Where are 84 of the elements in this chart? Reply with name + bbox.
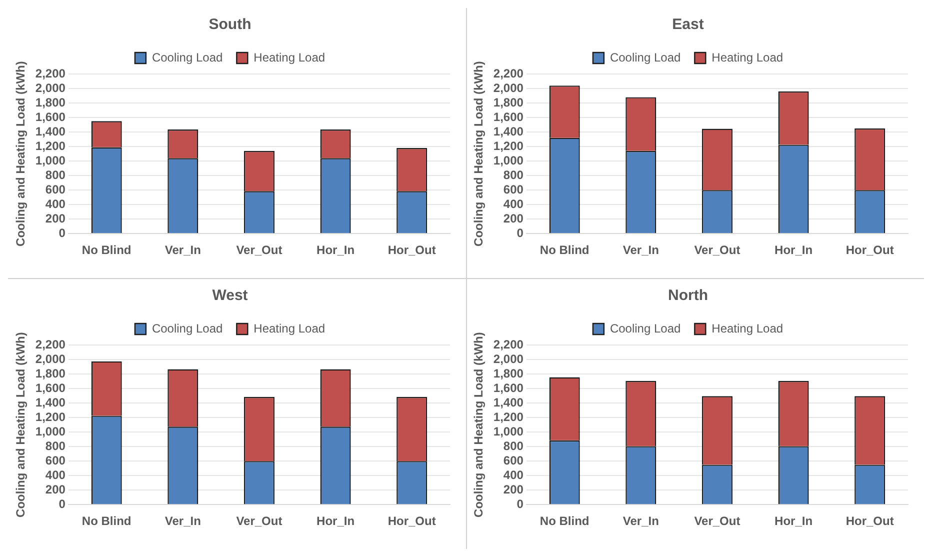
y-tick-label: 200 <box>45 482 66 496</box>
y-tick-label: 2,200 <box>35 66 66 80</box>
legend-label: Heating Load <box>712 50 784 64</box>
x-tick-label: Hor_In <box>316 243 355 258</box>
y-axis-title: Cooling and Heating Load (kWh) <box>472 332 486 518</box>
x-tick-label: Hor_Out <box>846 243 894 258</box>
y-tick-label: 600 <box>45 182 66 196</box>
y-tick-label: 0 <box>516 226 524 240</box>
y-axis-title: Cooling and Heating Load (kWh) <box>14 61 28 246</box>
y-tick-label: 400 <box>503 468 524 482</box>
x-tick-label: Hor_In <box>774 243 813 258</box>
y-tick-label: 800 <box>45 438 66 453</box>
x-tick-label: Ver_Out <box>694 514 740 528</box>
y-tick-label: 1,400 <box>35 395 66 410</box>
x-tick-label: No Blind <box>82 514 132 528</box>
legend-label: Cooling Load <box>610 321 681 336</box>
y-tick-label: 2,000 <box>35 80 66 95</box>
y-tick-label: 1,000 <box>35 424 66 438</box>
x-tick-label: Hor_Out <box>388 514 436 528</box>
x-tick-label: Hor_Out <box>388 243 436 258</box>
y-tick-label: 400 <box>45 468 66 482</box>
y-tick-label: 1,400 <box>493 124 524 138</box>
y-tick-label: 600 <box>503 453 524 468</box>
y-tick-label: 1,200 <box>35 410 66 424</box>
x-tick-label: Hor_Out <box>846 514 894 528</box>
y-tick-label: 1,800 <box>493 95 524 110</box>
y-tick-label: 600 <box>503 182 524 196</box>
legend-label: Heating Load <box>254 50 326 64</box>
y-tick-label: 800 <box>503 168 524 182</box>
y-tick-label: 200 <box>503 211 524 226</box>
y-tick-label: 2,000 <box>493 352 524 366</box>
y-tick-label: 800 <box>45 168 66 182</box>
y-tick-label: 2,200 <box>493 66 524 80</box>
x-tick-label: Hor_In <box>316 514 355 528</box>
x-tick-label: No Blind <box>540 243 590 258</box>
x-tick-label: Ver_Out <box>236 514 282 528</box>
y-tick-label: 1,200 <box>493 138 524 153</box>
legend-label: Heating Load <box>254 321 326 336</box>
legend-label: Cooling Load <box>152 321 223 336</box>
y-tick-label: 0 <box>58 496 66 511</box>
y-tick-label: 0 <box>516 496 524 511</box>
x-tick-label: Ver_Out <box>236 243 282 258</box>
y-axis-title: Cooling and Heating Load (kWh) <box>472 61 486 246</box>
y-tick-label: 2,200 <box>493 337 524 352</box>
y-tick-label: 1,400 <box>493 395 524 410</box>
y-tick-label: 200 <box>503 482 524 496</box>
y-tick-label: 1,800 <box>493 366 524 380</box>
y-tick-label: 400 <box>503 196 524 211</box>
x-tick-label: Ver_Out <box>694 243 740 258</box>
y-tick-label: 1,200 <box>35 138 66 153</box>
y-tick-label: 1,000 <box>35 153 66 168</box>
legend-label: Cooling Load <box>152 50 223 64</box>
y-tick-label: 1,400 <box>35 124 66 138</box>
y-tick-label: 400 <box>45 196 66 211</box>
y-tick-label: 600 <box>45 453 66 468</box>
y-tick-label: 0 <box>58 226 66 240</box>
x-tick-label: Ver_In <box>164 514 201 528</box>
legend-label: Cooling Load <box>610 50 681 64</box>
y-axis-title: Cooling and Heating Load (kWh) <box>14 332 28 518</box>
y-tick-label: 1,800 <box>35 366 66 380</box>
x-tick-label: No Blind <box>82 243 132 258</box>
x-tick-label: Ver_In <box>622 243 659 258</box>
y-tick-label: 1,600 <box>35 380 66 395</box>
chart-title: South <box>208 16 252 34</box>
chart-title: North <box>668 287 708 304</box>
x-tick-label: No Blind <box>540 514 590 528</box>
y-tick-label: 1,600 <box>493 380 524 395</box>
y-tick-label: 1,000 <box>493 153 524 168</box>
y-tick-label: 200 <box>45 211 66 226</box>
chart-title: East <box>672 16 704 34</box>
y-tick-label: 1,800 <box>35 95 66 110</box>
y-tick-label: 2,000 <box>35 352 66 366</box>
y-tick-label: 2,200 <box>35 337 66 352</box>
y-tick-label: 2,000 <box>493 80 524 95</box>
y-tick-label: 1,000 <box>493 424 524 438</box>
chart-title: West <box>212 287 248 304</box>
y-tick-label: 1,200 <box>493 410 524 424</box>
x-tick-label: Ver_In <box>622 514 659 528</box>
x-tick-label: Ver_In <box>164 243 201 258</box>
x-tick-label: Hor_In <box>774 514 813 528</box>
y-tick-label: 1,600 <box>35 110 66 124</box>
y-tick-label: 1,600 <box>493 110 524 124</box>
legend-label: Heating Load <box>712 321 784 336</box>
y-tick-label: 800 <box>503 438 524 453</box>
